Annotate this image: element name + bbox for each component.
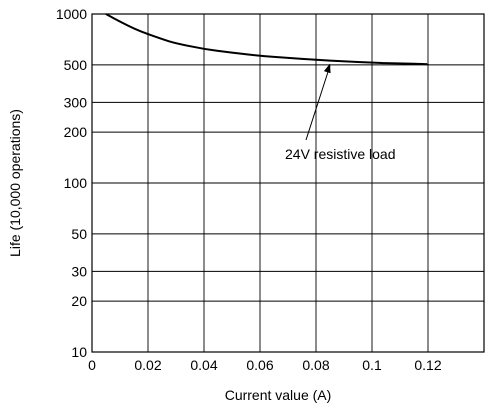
y-tick-label: 30 — [71, 263, 87, 279]
y-tick-label: 1000 — [56, 6, 87, 22]
y-tick-label: 20 — [71, 293, 87, 309]
annotation-label: 24V resistive load — [285, 146, 396, 162]
plot-frame — [91, 13, 485, 353]
x-axis-label: Current value (A) — [225, 387, 332, 403]
y-tick-label: 10 — [71, 344, 87, 360]
x-tick-label: 0.1 — [362, 357, 382, 373]
y-tick-label: 500 — [64, 57, 88, 73]
x-tick-label: 0 — [88, 357, 96, 373]
x-tick-label: 0.02 — [134, 357, 161, 373]
y-tick-label: 100 — [64, 175, 88, 191]
x-tick-label: 0.08 — [302, 357, 329, 373]
x-tick-label: 0.06 — [246, 357, 273, 373]
y-tick-label: 300 — [64, 94, 88, 110]
x-tick-label: 0.04 — [190, 357, 217, 373]
y-tick-label: 50 — [71, 226, 87, 242]
annotation-layer: 24V resistive load — [285, 63, 396, 162]
y-tick-labels: 10 20 30 50 100 200 300 500 1000 — [56, 6, 87, 360]
series-layer — [105, 13, 429, 66]
x-tick-label: 0.12 — [414, 357, 441, 373]
y-tick-label: 200 — [64, 124, 88, 140]
annotation-arrowhead — [323, 63, 331, 74]
annotation-arrow-line — [305, 65, 331, 141]
series-line-24v-resistive-load — [105, 13, 429, 66]
y-axis-label: Life (10,000 operations) — [7, 109, 23, 257]
x-tick-labels: 0 0.02 0.04 0.06 0.08 0.1 0.12 — [88, 357, 442, 373]
